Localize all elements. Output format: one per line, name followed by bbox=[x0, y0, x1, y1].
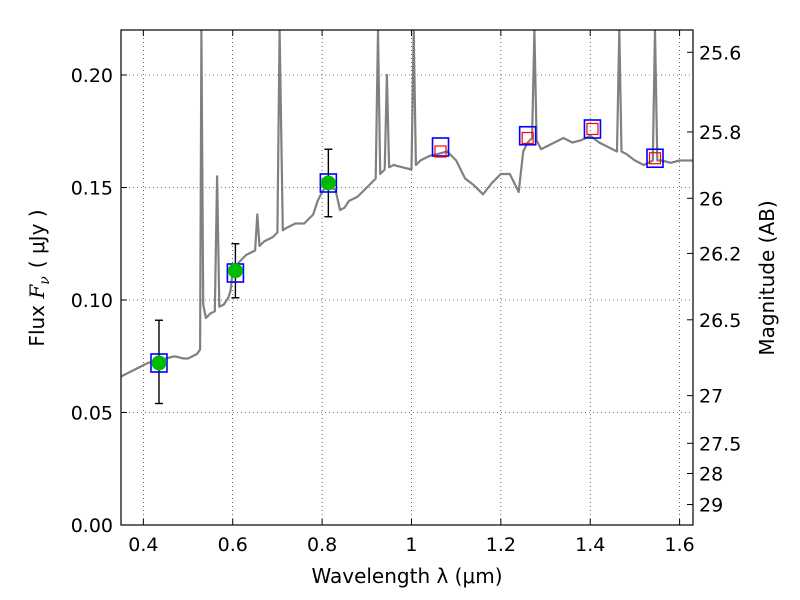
x-tick-label: 1.4 bbox=[575, 534, 605, 556]
plot-frame bbox=[120, 29, 694, 526]
y-axis-label-subscript: ν bbox=[37, 276, 53, 285]
x-tick-label: 0.8 bbox=[307, 534, 337, 556]
grid bbox=[121, 30, 693, 526]
model-photometry-square bbox=[518, 125, 537, 146]
x-tick-label: 1 bbox=[405, 534, 417, 556]
y-tick-label: 0.15 bbox=[71, 178, 113, 200]
y2-tick-label: 25.8 bbox=[699, 122, 741, 144]
model-photometry-square bbox=[583, 119, 602, 139]
y2-tick-label: 27.5 bbox=[699, 433, 741, 455]
y-tick-label: 0.20 bbox=[71, 65, 113, 87]
observed-photometry-point bbox=[320, 175, 336, 191]
upper-limit-square bbox=[648, 152, 662, 165]
y-axis-label-prefix: Flux bbox=[25, 299, 49, 347]
y2-tick-label: 27 bbox=[699, 386, 723, 408]
model-photometry-square bbox=[319, 173, 338, 193]
y-tick-label: 0.00 bbox=[71, 515, 113, 537]
ticks bbox=[121, 30, 693, 526]
y-axis-label-symbol: F bbox=[25, 284, 49, 300]
y2-tick-label: 25.6 bbox=[699, 42, 741, 64]
y-tick-label: 0.05 bbox=[71, 403, 113, 425]
y2-tick-label: 26 bbox=[699, 188, 723, 210]
y2-tick-label: 26.5 bbox=[699, 310, 741, 332]
model-photometry-square bbox=[150, 353, 168, 373]
observed-photometry-point bbox=[227, 263, 243, 279]
y2-tick-label: 28 bbox=[699, 463, 723, 485]
observed-photometry-point bbox=[151, 355, 167, 371]
upper-limit-square bbox=[586, 122, 599, 136]
upper-limit-square bbox=[521, 131, 534, 145]
x-tick-label: 1.6 bbox=[664, 534, 694, 556]
plot-area bbox=[121, 30, 693, 405]
x-tick-label: 0.6 bbox=[218, 534, 248, 556]
model-spectrum-line bbox=[121, 30, 693, 378]
model-photometry-square bbox=[646, 148, 664, 169]
y2-tick-label: 29 bbox=[699, 495, 723, 517]
x-tick-label: 0.4 bbox=[128, 534, 158, 556]
upper-limit-square bbox=[434, 145, 447, 158]
y-axis-label-unit: ( μJy ) bbox=[25, 209, 49, 268]
x-tick-label: 1.2 bbox=[486, 534, 516, 556]
y2-tick-label: 26.2 bbox=[699, 243, 741, 265]
x-axis-label: Wavelength λ (μm) bbox=[311, 564, 502, 588]
y2-axis-label: Magnitude (AB) bbox=[755, 200, 779, 355]
model-photometry-square bbox=[431, 137, 450, 157]
y-axis-label: Flux Fν ( μJy ) bbox=[25, 209, 53, 346]
y-tick-label: 0.10 bbox=[71, 290, 113, 312]
